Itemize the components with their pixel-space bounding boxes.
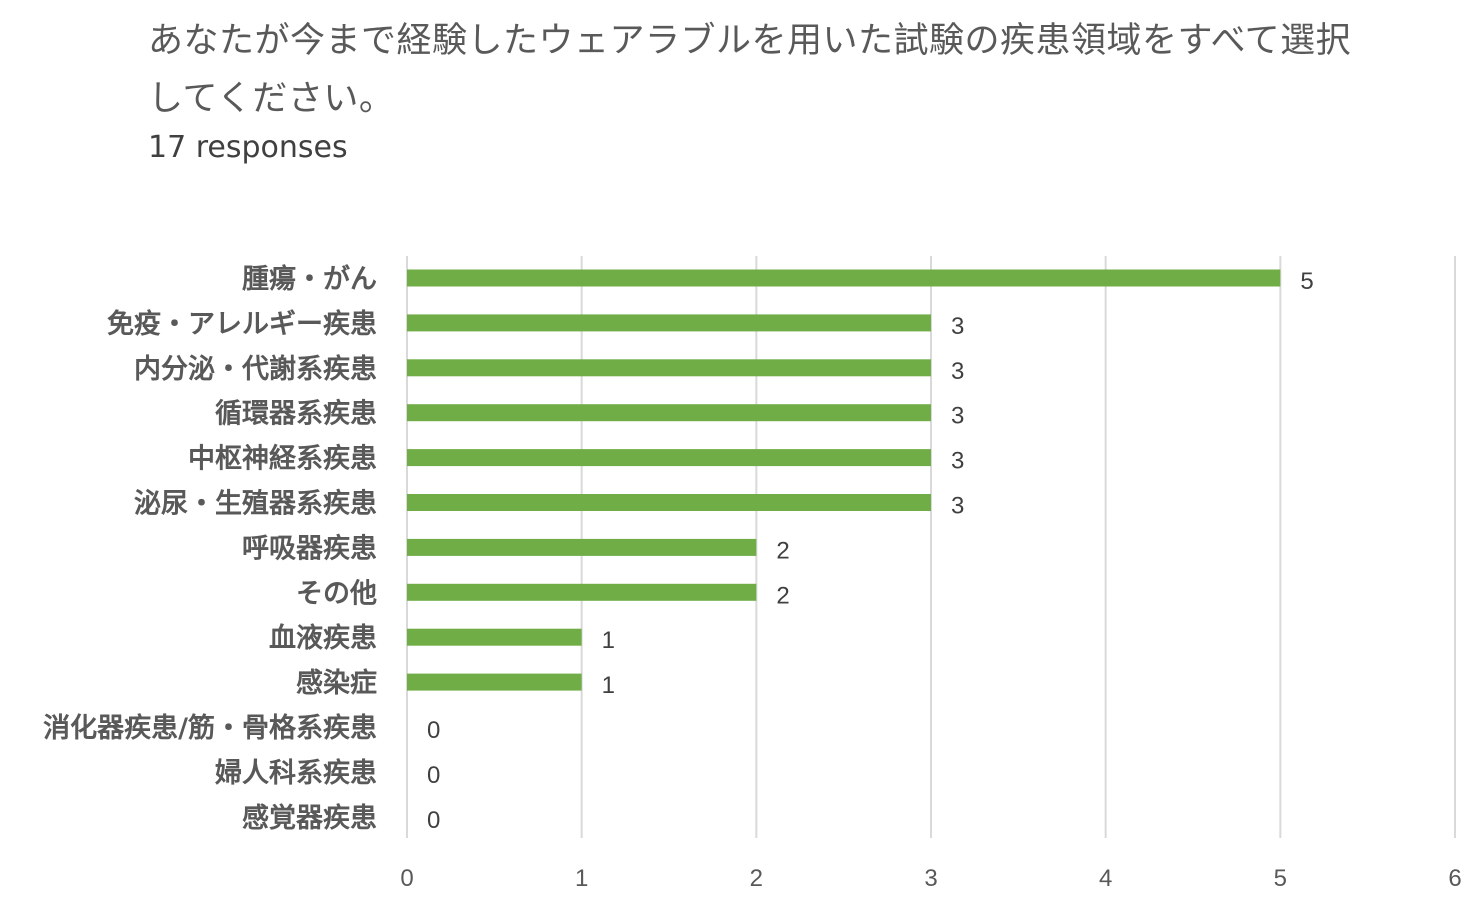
data-label: 3 bbox=[951, 448, 964, 475]
question-title: あなたが今まで経験したウェアラブルを用いた試験の疾患領域をすべて選択してください… bbox=[148, 21, 1352, 119]
bar bbox=[407, 404, 931, 422]
response-count: 17 responses bbox=[148, 130, 348, 165]
labels: 0 1 2 3 4 5 6 腫瘍・がん 5 免疫・アレルギー疾患 3 内分泌・代謝系疾患 3 循環器系疾患… bbox=[43, 263, 1462, 892]
data-label: 0 bbox=[427, 717, 440, 744]
bar bbox=[407, 673, 582, 691]
data-label: 1 bbox=[602, 672, 615, 699]
x-tick-label: 5 bbox=[1274, 865, 1287, 892]
data-label: 3 bbox=[951, 493, 964, 520]
gridlines bbox=[406, 256, 1456, 838]
data-label: 3 bbox=[951, 403, 964, 430]
x-tick-label: 3 bbox=[924, 865, 937, 892]
bar bbox=[407, 628, 582, 646]
bar bbox=[407, 269, 1281, 287]
category-label: 中枢神経系疾患 bbox=[188, 443, 377, 475]
category-label: 免疫・アレルギー疾患 bbox=[107, 308, 377, 340]
bar bbox=[407, 583, 757, 601]
x-tick-label: 2 bbox=[750, 865, 763, 892]
data-label: 0 bbox=[427, 807, 440, 834]
data-label: 3 bbox=[951, 358, 964, 385]
category-label: 消化器疾患/筋・骨格系疾患 bbox=[43, 712, 377, 744]
bar bbox=[407, 494, 931, 511]
x-tick-label: 4 bbox=[1099, 865, 1112, 892]
category-label: 循環器系疾患 bbox=[215, 398, 377, 430]
bar bbox=[407, 538, 757, 556]
x-tick-label: 6 bbox=[1448, 865, 1461, 892]
data-label: 1 bbox=[602, 627, 615, 654]
bar bbox=[407, 314, 931, 332]
category-label: 呼吸器疾患 bbox=[242, 532, 377, 564]
data-label: 5 bbox=[1300, 268, 1313, 295]
bars bbox=[407, 269, 1281, 691]
bar bbox=[407, 449, 931, 467]
category-label: 血液疾患 bbox=[269, 622, 377, 654]
category-label: 感染症 bbox=[296, 667, 377, 699]
data-label: 2 bbox=[776, 582, 789, 609]
data-label: 0 bbox=[427, 762, 440, 789]
category-label: 泌尿・生殖器系疾患 bbox=[134, 488, 377, 520]
category-label: その他 bbox=[296, 578, 377, 609]
category-label: 婦人科系疾患 bbox=[214, 757, 377, 789]
bar bbox=[407, 359, 931, 377]
category-label: 腫瘍・がん bbox=[242, 263, 377, 295]
category-label: 内分泌・代謝系疾患 bbox=[134, 353, 377, 385]
x-tick-label: 1 bbox=[575, 865, 588, 892]
data-label: 3 bbox=[951, 313, 964, 340]
category-label: 感覚器疾患 bbox=[242, 802, 377, 834]
x-tick-label: 0 bbox=[400, 865, 413, 892]
data-label: 2 bbox=[776, 537, 789, 564]
